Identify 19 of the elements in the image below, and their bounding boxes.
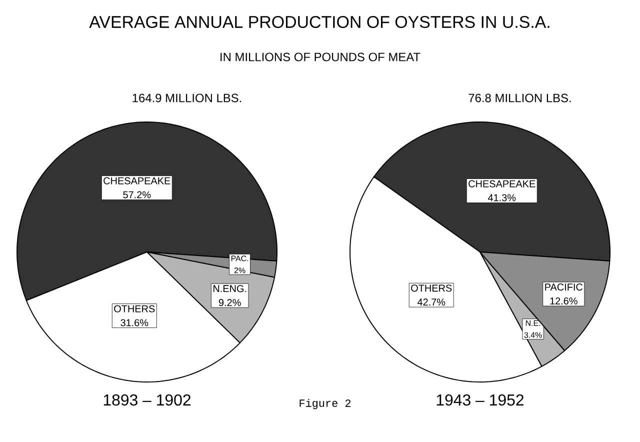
legend-label: N.ENG.: [213, 285, 246, 292]
slice-label: CHESAPEAKE: [468, 180, 536, 188]
slice-label: PACIFIC: [545, 284, 583, 291]
data-label: 42.7%: [417, 298, 446, 306]
caption: Figure 2: [300, 398, 351, 410]
chart-title: 164.9 MILLION LBS.: [132, 94, 242, 102]
slice-label: OTHERS: [114, 305, 155, 312]
data-label: 12.6%: [550, 297, 578, 305]
chart-title: 76.8 MILLION LBS.: [468, 94, 571, 102]
data-label: 57.2%: [123, 191, 151, 198]
slice-label: CHESAPEAKE: [104, 177, 170, 184]
slice-label: OTHERS: [411, 284, 452, 292]
text: 1943 – 1952: [436, 394, 524, 406]
text: AVERAGE ANNUAL PRODUCTION OF OYSTERS IN U.S.A.: [89, 16, 550, 28]
text: IN MILLIONS OF POUNDS OF MEAT: [220, 52, 420, 62]
text: 1893 – 1902: [104, 394, 190, 406]
data-label: 41.3%: [488, 194, 516, 202]
data-label: 9.2%: [218, 299, 241, 306]
data-label: 31.6%: [120, 319, 148, 326]
